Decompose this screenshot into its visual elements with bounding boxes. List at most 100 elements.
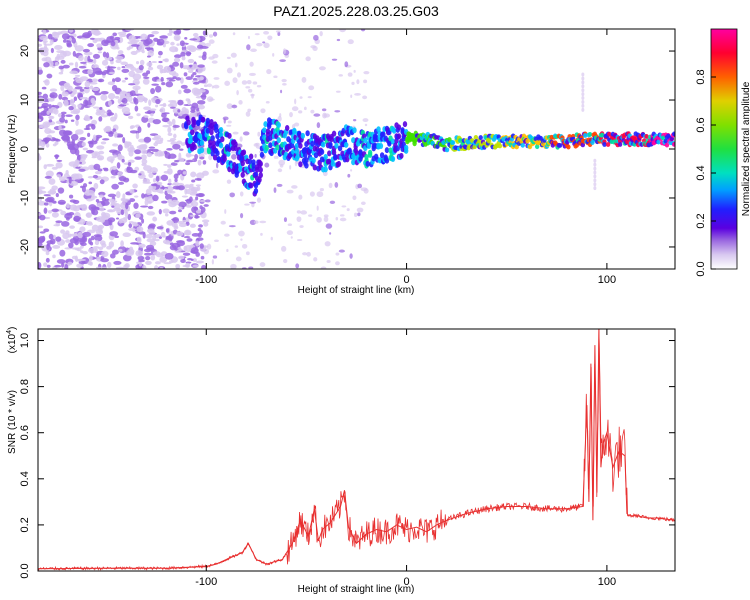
spectrogram-cell <box>178 209 182 213</box>
spectrogram-cell <box>54 61 59 67</box>
spectrogram-cell <box>144 97 148 104</box>
spectrogram-cell <box>97 51 103 54</box>
spectrogram-cell <box>102 213 107 218</box>
spectrogram-cell <box>305 130 310 137</box>
spectrogram-cell <box>151 30 160 35</box>
spectrogram-cell <box>62 130 72 136</box>
spectrogram-cell <box>251 93 254 99</box>
spectrogram-cell <box>97 70 103 74</box>
spectrogram-cell <box>81 141 87 147</box>
spectrogram-cell <box>126 166 131 171</box>
spectrogram-cell <box>197 228 202 232</box>
spectrogram-cell <box>143 76 150 80</box>
spectrogram-cell <box>199 243 204 249</box>
spectrogram-cell <box>173 133 177 139</box>
spectrogram-cell <box>64 213 73 220</box>
spectrogram-cell <box>215 150 220 157</box>
spectrogram-cell <box>74 247 80 251</box>
spectrogram-cell <box>308 214 313 217</box>
spectrogram-cell <box>197 193 205 198</box>
spectrogram-cell <box>146 61 153 67</box>
spectrogram-cell <box>55 162 63 169</box>
spectrogram-cell <box>38 188 43 195</box>
spectrogram-cell <box>323 166 328 173</box>
spectrogram-cell <box>188 196 193 203</box>
spectrogram-cell <box>111 183 119 190</box>
spectrogram-cell <box>85 212 93 219</box>
spectrogram-cell <box>166 220 174 226</box>
spectrogram-cell <box>60 59 66 64</box>
spectrogram-cell <box>276 183 283 187</box>
spectrogram-cell <box>120 61 129 66</box>
spectrogram-cell <box>91 119 98 126</box>
spectrogram-cell <box>238 230 245 237</box>
spectrogram-cell <box>276 137 281 144</box>
spectrogram-cell <box>198 224 203 228</box>
spectrogram-cell <box>99 206 105 212</box>
spectrogram-cell <box>242 131 250 136</box>
spectrogram-cell <box>203 248 210 255</box>
spectrogram-cell <box>352 118 357 122</box>
spectrogram-cell <box>159 266 164 269</box>
spectrogram-cell <box>581 88 585 93</box>
spectrogram-cell <box>192 144 197 151</box>
spectrogram-cell <box>335 261 340 266</box>
spectrogram-cell <box>59 117 66 123</box>
spectrogram-cell <box>281 78 287 83</box>
spectrogram-cell <box>152 178 157 183</box>
spectrogram-cell <box>211 259 214 265</box>
spectrogram-cell <box>356 79 360 85</box>
spectrogram-cell <box>319 148 325 155</box>
spectrogram-cell <box>82 235 86 243</box>
spectrogram-cell <box>112 32 118 37</box>
spectrogram-cell <box>273 155 279 159</box>
spectrogram-cell <box>286 230 294 236</box>
spectrogram-cell <box>167 103 174 107</box>
spectrogram-cell <box>190 129 195 136</box>
spectrogram-cell <box>192 199 197 202</box>
spectrogram-cell <box>581 103 585 108</box>
spectrogram-cell <box>145 234 153 239</box>
spectrogram-cell <box>321 141 326 148</box>
x-tick-label: -100 <box>195 274 217 286</box>
spectrogram-cell <box>69 70 79 75</box>
spectrogram-cell <box>125 250 135 257</box>
spectrogram-cell <box>262 41 266 44</box>
spectrogram-cell <box>82 147 89 151</box>
spectrogram-cell <box>238 166 243 173</box>
spectrogram-cell <box>43 194 51 197</box>
spectrogram-cell <box>266 68 272 75</box>
spectrogram-cell <box>110 40 116 47</box>
spectrogram-cell <box>244 203 250 206</box>
spectrogram-cell <box>154 265 159 269</box>
spectrogram-cell <box>65 230 70 235</box>
spectrogram-cell <box>135 250 143 257</box>
spectrogram-cell <box>450 140 456 146</box>
spectrogram-cell <box>185 160 195 163</box>
spectrogram-cell <box>199 139 205 146</box>
spectrogram-cell <box>108 100 112 107</box>
spectrogram-cell <box>159 256 168 263</box>
spectrogram-cell <box>117 144 123 152</box>
spectrogram-cell <box>100 94 108 101</box>
spectrogram-cell <box>107 217 116 223</box>
y-tick-label: 0.0 <box>19 563 31 578</box>
spectrogram-cell <box>80 242 87 247</box>
spectrogram-cell <box>164 152 171 159</box>
spectrogram-cell <box>281 245 287 252</box>
spectrogram-cell <box>134 195 139 198</box>
spectrogram-cell <box>56 259 66 264</box>
spectrogram-cell <box>141 264 147 269</box>
spectrogram-cell <box>41 86 47 90</box>
spectrogram-cell <box>71 255 78 260</box>
spectrogram-cell <box>211 140 217 147</box>
spectrogram-cell <box>147 205 154 210</box>
spectrogram-cell <box>110 168 119 176</box>
spectrogram-cell <box>47 33 53 40</box>
spectrogram-cell <box>277 31 281 37</box>
spectrogram-cell <box>250 48 258 53</box>
spectrogram-cell <box>58 93 63 100</box>
spectrogram-cell <box>323 113 331 118</box>
spectrogram-cell <box>79 88 85 92</box>
spectrogram-cell <box>75 114 80 121</box>
